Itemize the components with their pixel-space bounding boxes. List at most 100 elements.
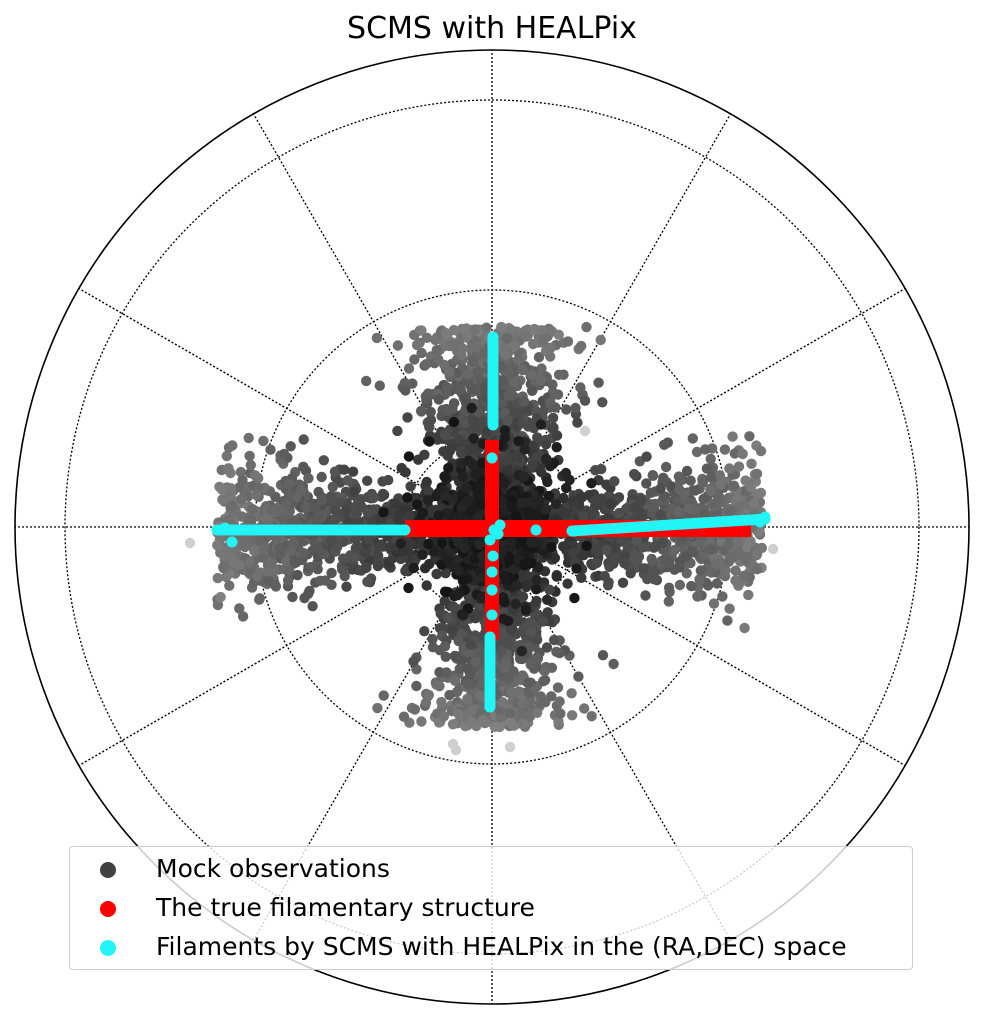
observation-point bbox=[285, 545, 296, 556]
observation-point bbox=[674, 556, 686, 567]
observation-point bbox=[528, 324, 539, 335]
observation-point bbox=[325, 491, 337, 502]
observation-point bbox=[506, 686, 517, 698]
observation-point bbox=[705, 472, 717, 483]
observation-point bbox=[532, 653, 544, 664]
observation-point bbox=[417, 507, 428, 519]
observation-point bbox=[249, 545, 260, 557]
observation-point bbox=[422, 495, 434, 506]
observation-point bbox=[227, 440, 238, 451]
observation-point bbox=[281, 556, 292, 567]
observation-point bbox=[520, 331, 532, 342]
observation-point bbox=[751, 564, 762, 575]
observation-point bbox=[447, 719, 459, 730]
observation-point bbox=[460, 324, 471, 336]
observation-point bbox=[421, 359, 432, 370]
observation-point bbox=[526, 385, 538, 396]
observation-point bbox=[467, 356, 479, 367]
observation-point bbox=[250, 489, 262, 500]
observation-point bbox=[659, 439, 670, 450]
observation-point bbox=[553, 716, 564, 727]
observation-point bbox=[531, 634, 543, 645]
observation-point bbox=[411, 680, 422, 692]
observation-point bbox=[732, 536, 743, 547]
observation-point bbox=[440, 430, 451, 441]
observation-point bbox=[739, 554, 750, 565]
observation-point bbox=[362, 576, 373, 587]
observation-point bbox=[755, 445, 767, 457]
observation-point bbox=[503, 552, 515, 563]
observation-point bbox=[215, 591, 226, 603]
observation-point bbox=[372, 702, 383, 714]
observation-point bbox=[449, 591, 460, 602]
observation-point bbox=[474, 609, 485, 621]
observation-point bbox=[423, 538, 434, 550]
observation-point bbox=[441, 667, 452, 678]
observation-point bbox=[474, 690, 486, 701]
observation-point bbox=[225, 502, 236, 514]
grid-spoke-11 bbox=[491, 287, 906, 528]
observation-point bbox=[349, 486, 360, 497]
observation-point bbox=[655, 483, 666, 494]
observation-point bbox=[633, 551, 645, 562]
observation-point bbox=[217, 494, 228, 505]
observation-point bbox=[569, 592, 580, 604]
observation-point bbox=[332, 541, 343, 553]
grid-spoke-8 bbox=[252, 113, 493, 528]
observation-point bbox=[566, 710, 578, 721]
observation-point bbox=[421, 580, 432, 591]
observation-point bbox=[710, 558, 721, 570]
observation-point bbox=[476, 593, 487, 604]
observation-point bbox=[342, 475, 353, 486]
observation-point bbox=[513, 436, 524, 447]
observation-point bbox=[223, 463, 234, 474]
observation-point bbox=[405, 481, 416, 492]
observation-point bbox=[546, 691, 557, 702]
observation-point bbox=[298, 547, 309, 559]
observation-point bbox=[743, 589, 754, 601]
observation-point bbox=[419, 563, 431, 574]
observation-point bbox=[284, 478, 295, 490]
observation-point bbox=[664, 586, 675, 598]
scms-point bbox=[487, 550, 499, 562]
observation-point bbox=[517, 698, 528, 709]
observation-point bbox=[423, 486, 434, 497]
observation-point bbox=[235, 466, 247, 478]
observation-point bbox=[284, 565, 295, 576]
observation-point bbox=[554, 696, 565, 707]
observation-point bbox=[663, 596, 674, 607]
observation-point bbox=[340, 505, 352, 516]
observation-point bbox=[543, 490, 555, 502]
observation-point bbox=[336, 497, 347, 508]
observation-point bbox=[722, 615, 733, 626]
observation-point bbox=[690, 485, 701, 496]
observation-point bbox=[601, 544, 612, 556]
observation-point bbox=[767, 543, 779, 555]
observation-point bbox=[629, 468, 640, 480]
observation-point bbox=[392, 340, 404, 351]
observation-point bbox=[558, 492, 569, 504]
observation-point bbox=[455, 447, 467, 459]
observation-point bbox=[352, 540, 363, 551]
observation-point bbox=[664, 557, 675, 568]
observation-point bbox=[649, 566, 661, 577]
observation-point bbox=[524, 511, 535, 522]
observation-point bbox=[466, 716, 477, 727]
observation-point bbox=[511, 511, 522, 522]
observation-point bbox=[650, 540, 662, 551]
observation-point bbox=[539, 666, 550, 677]
observation-point bbox=[219, 550, 230, 561]
observation-point bbox=[459, 542, 470, 554]
observation-point bbox=[748, 498, 760, 509]
observation-point bbox=[442, 612, 454, 623]
observation-point bbox=[424, 436, 435, 447]
observation-point bbox=[404, 510, 415, 521]
observation-point bbox=[531, 707, 543, 718]
observation-point bbox=[437, 548, 448, 559]
observation-point bbox=[427, 642, 439, 653]
observation-point bbox=[739, 622, 750, 634]
observation-point bbox=[298, 434, 309, 445]
observation-point bbox=[608, 658, 619, 670]
observation-point bbox=[708, 598, 720, 609]
observation-point bbox=[444, 689, 455, 701]
